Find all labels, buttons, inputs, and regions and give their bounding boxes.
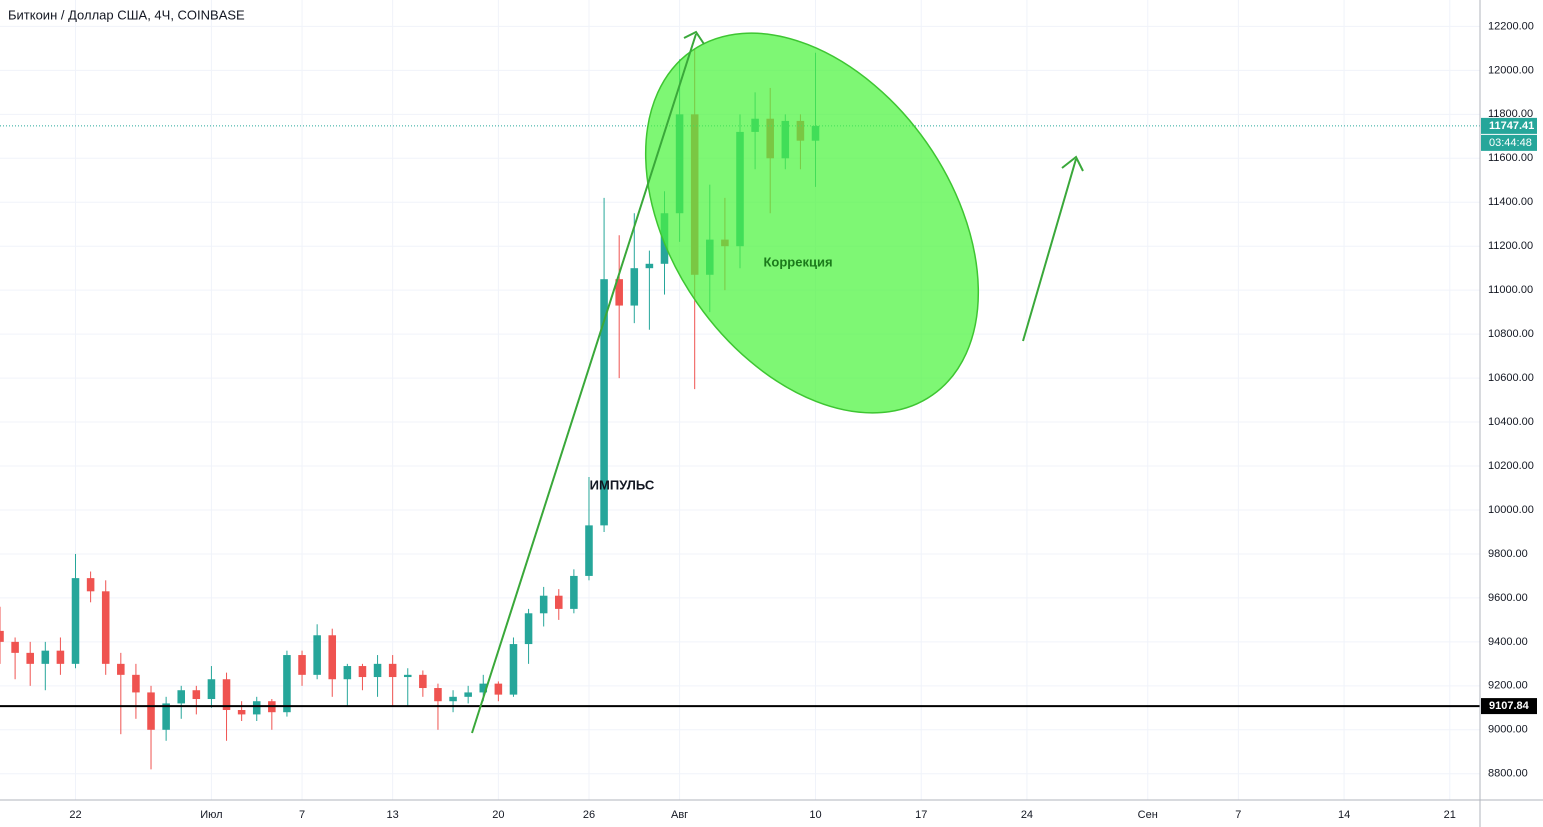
price-label: 9107.84 <box>1489 700 1530 712</box>
candle-body <box>585 525 593 576</box>
candle-body <box>449 696 457 702</box>
candle-body <box>177 690 185 704</box>
x-tick-label: 24 <box>1021 809 1033 821</box>
y-tick-label: 11600.00 <box>1488 152 1533 164</box>
candle-body <box>630 268 639 306</box>
x-tick-label: 21 <box>1444 809 1456 821</box>
annotation: Коррекция <box>763 254 832 269</box>
y-tick-label: 9800.00 <box>1488 548 1528 560</box>
candle-body <box>11 641 19 653</box>
candle-body <box>162 703 170 730</box>
candle-body <box>298 655 306 675</box>
candle-body <box>343 666 352 680</box>
candle-body <box>252 701 261 715</box>
candle-body <box>358 666 367 678</box>
price-label-box <box>1481 698 1537 715</box>
y-tick-label: 12200.00 <box>1488 20 1534 32</box>
x-tick-label: 22 <box>69 809 81 821</box>
annotation: ИМПУЛЬС <box>590 477 655 492</box>
countdown: 03:44:48 <box>1489 137 1532 149</box>
y-tick-label: 9600.00 <box>1488 592 1528 604</box>
y-tick-label: 10200.00 <box>1488 460 1534 472</box>
x-tick-label: 14 <box>1338 809 1350 821</box>
candle-body <box>222 679 231 711</box>
x-tick-label: 10 <box>809 809 821 821</box>
y-tick-label: 11200.00 <box>1488 240 1533 252</box>
candle-body <box>56 650 65 664</box>
y-tick-label: 11400.00 <box>1488 196 1533 208</box>
candle-body <box>147 692 155 730</box>
candle-body <box>41 650 50 664</box>
candle-body <box>388 663 397 678</box>
x-tick-label: Сен <box>1138 809 1158 821</box>
impulse-arrow <box>471 33 697 734</box>
candle-body <box>524 613 533 645</box>
candle-body <box>464 692 472 697</box>
chart-title: Биткоин / Доллар США, 4Ч, COINBASE <box>8 7 245 22</box>
candle-body <box>71 578 80 664</box>
y-tick-label: 9400.00 <box>1488 636 1528 648</box>
y-tick-label: 10800.00 <box>1488 328 1534 340</box>
candle-body <box>132 674 140 693</box>
candle-body <box>555 595 563 609</box>
candle-body <box>600 279 608 526</box>
candle-body <box>101 591 110 664</box>
candle-body <box>237 710 246 715</box>
y-tick-label: 10000.00 <box>1488 504 1534 516</box>
candle-body <box>615 279 623 306</box>
arrow-head <box>683 30 705 45</box>
candle-body <box>117 663 125 675</box>
price-label: 11747.41 <box>1489 120 1534 132</box>
candle-body <box>86 578 95 592</box>
candle-body <box>645 263 654 269</box>
x-tick-label: 20 <box>492 809 504 821</box>
candle-body <box>570 575 578 609</box>
x-tick-label: 7 <box>299 809 305 821</box>
candle-body <box>313 635 321 675</box>
candle-body <box>26 652 34 664</box>
x-tick-label: 13 <box>387 809 399 821</box>
arrows <box>471 30 1084 734</box>
candle-body <box>419 674 427 689</box>
x-tick-label: Авг <box>671 809 688 821</box>
candle-body <box>403 674 412 678</box>
candle-body <box>479 683 488 693</box>
axis-labels: 8800.00 9000.00 9200.00 9400.00 9600.00 9800.… <box>69 20 1537 821</box>
y-tick-label: 11800.00 <box>1488 108 1533 120</box>
forecast-arrow <box>1022 158 1077 342</box>
price-label-box <box>1481 117 1537 134</box>
arrow-head <box>1061 155 1084 172</box>
x-tick-label: 26 <box>583 809 595 821</box>
candle-body <box>494 683 503 695</box>
x-tick-label: 7 <box>1235 809 1241 821</box>
y-tick-label: 8800.00 <box>1488 768 1528 780</box>
countdown-box <box>1481 134 1537 151</box>
candle-body <box>373 663 382 678</box>
candle-body <box>539 595 548 614</box>
y-tick-label: 9000.00 <box>1488 724 1528 736</box>
candle-body <box>283 655 291 713</box>
y-tick-label: 11000.00 <box>1488 284 1533 296</box>
candle-body <box>509 644 518 695</box>
candle-body <box>434 688 442 702</box>
y-tick-label: 12000.00 <box>1488 64 1534 76</box>
y-tick-label: 10600.00 <box>1488 372 1534 384</box>
y-tick-label: 9200.00 <box>1488 680 1528 692</box>
candle-body <box>0 630 4 642</box>
candle-body <box>192 690 201 700</box>
candle-body <box>207 679 216 700</box>
x-tick-label: 17 <box>915 809 927 821</box>
x-tick-label: Июл <box>200 809 222 821</box>
y-tick-label: 10400.00 <box>1488 416 1534 428</box>
candle-body <box>328 635 337 680</box>
